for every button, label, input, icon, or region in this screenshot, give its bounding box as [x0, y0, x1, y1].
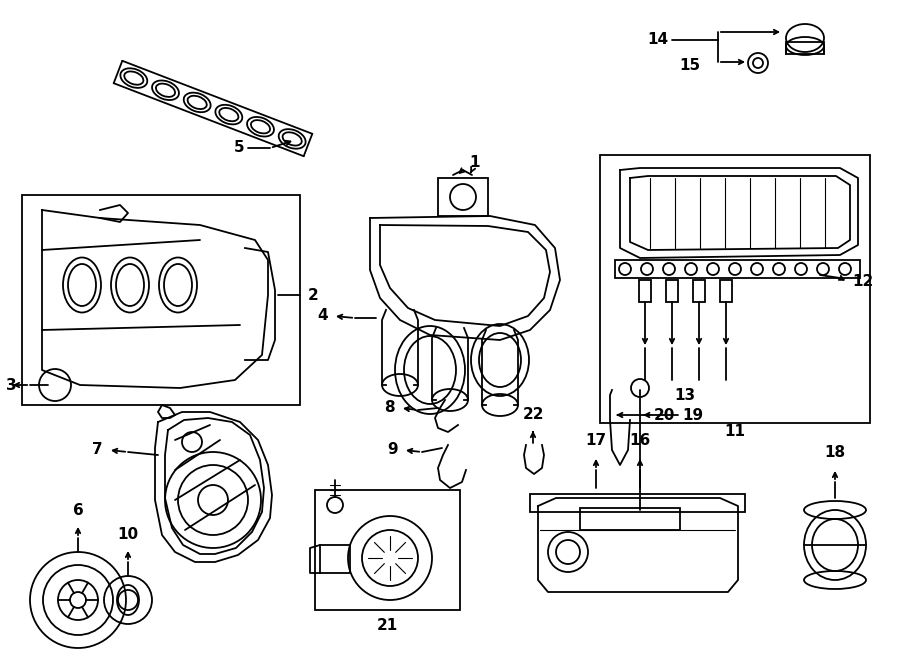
Text: 17: 17	[585, 433, 607, 448]
Bar	[600, 155, 870, 423]
Text: 1: 1	[470, 155, 481, 170]
Bar	[720, 280, 732, 302]
Bar	[786, 42, 824, 54]
Text: 6: 6	[73, 503, 84, 518]
Text: 12: 12	[852, 274, 873, 290]
Text: 22: 22	[522, 407, 544, 422]
Text: 11: 11	[724, 424, 745, 440]
Bar	[530, 494, 745, 512]
Bar	[438, 178, 488, 216]
Text: 15: 15	[679, 58, 700, 73]
Bar	[615, 260, 860, 278]
Text: 4: 4	[318, 309, 328, 323]
Text: 8: 8	[384, 401, 395, 416]
Bar	[580, 508, 680, 530]
Bar	[693, 280, 705, 302]
Bar	[320, 545, 350, 573]
Bar	[22, 195, 300, 405]
Text: 10: 10	[117, 527, 139, 542]
Text: 14: 14	[647, 32, 668, 48]
Text: 19: 19	[682, 407, 703, 422]
Text: 21: 21	[376, 618, 398, 633]
Text: 13: 13	[674, 387, 696, 403]
Bar	[639, 280, 651, 302]
Bar	[315, 490, 460, 610]
Text: 2: 2	[308, 288, 319, 303]
Text: 9: 9	[387, 442, 398, 457]
Text: 16: 16	[629, 433, 651, 448]
Text: 7: 7	[93, 442, 103, 457]
Text: 5: 5	[233, 141, 244, 155]
Text: 20: 20	[654, 407, 675, 422]
Bar	[666, 280, 678, 302]
Text: 3: 3	[6, 377, 16, 393]
Text: 18: 18	[824, 445, 846, 460]
